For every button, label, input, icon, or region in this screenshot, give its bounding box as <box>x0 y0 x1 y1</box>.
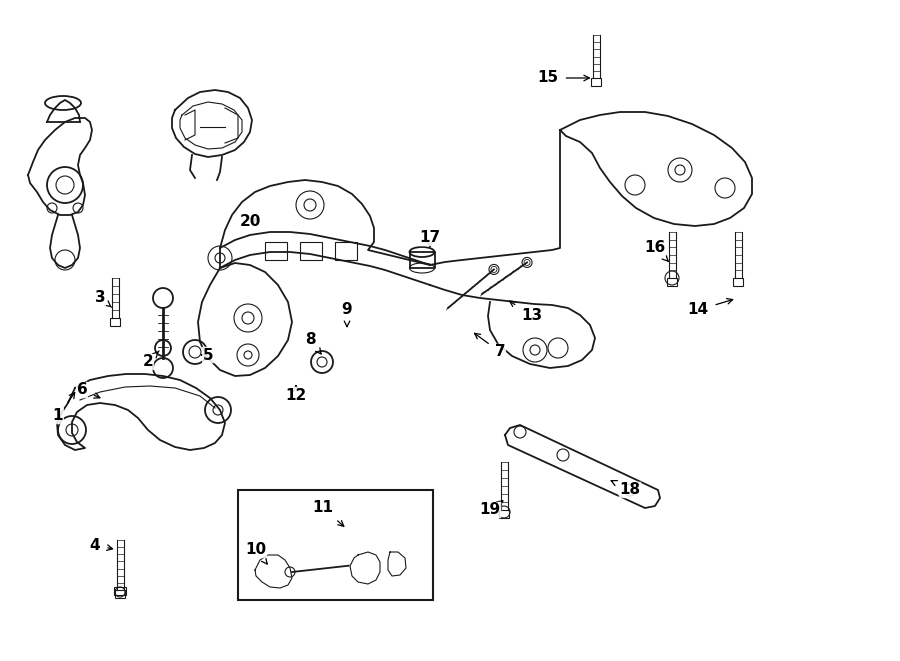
Polygon shape <box>198 263 292 376</box>
Text: 4: 4 <box>90 537 112 553</box>
Text: 1: 1 <box>53 393 75 424</box>
Bar <box>114 587 126 595</box>
Polygon shape <box>388 552 406 576</box>
Polygon shape <box>28 118 92 215</box>
Text: 10: 10 <box>246 543 267 564</box>
Polygon shape <box>505 425 660 508</box>
Bar <box>115 590 125 598</box>
Text: 11: 11 <box>312 500 344 526</box>
Text: 14: 14 <box>688 299 733 317</box>
Text: 17: 17 <box>419 231 441 247</box>
Bar <box>335 242 357 260</box>
Text: 12: 12 <box>285 385 307 403</box>
Bar <box>499 510 509 518</box>
Bar <box>667 278 677 286</box>
Text: 2: 2 <box>142 351 159 369</box>
Text: 7: 7 <box>474 333 505 360</box>
Bar <box>300 242 322 260</box>
Bar <box>110 318 121 326</box>
Text: 8: 8 <box>305 332 321 354</box>
Polygon shape <box>57 374 225 450</box>
Text: 3: 3 <box>94 290 112 307</box>
Bar <box>265 242 287 260</box>
Text: 20: 20 <box>239 215 261 229</box>
Bar <box>238 490 433 600</box>
Text: 5: 5 <box>202 348 213 362</box>
Polygon shape <box>255 555 292 588</box>
Text: 15: 15 <box>537 71 590 85</box>
Text: 16: 16 <box>644 241 669 261</box>
Polygon shape <box>560 112 752 226</box>
Polygon shape <box>350 552 380 584</box>
Polygon shape <box>430 285 595 368</box>
Bar <box>590 78 601 86</box>
Text: 9: 9 <box>342 303 352 327</box>
Text: 18: 18 <box>611 481 641 498</box>
Polygon shape <box>172 90 252 157</box>
Polygon shape <box>220 232 430 285</box>
Text: 13: 13 <box>509 301 543 323</box>
Bar <box>733 278 743 286</box>
Text: 6: 6 <box>76 383 100 398</box>
Text: 19: 19 <box>480 501 503 518</box>
